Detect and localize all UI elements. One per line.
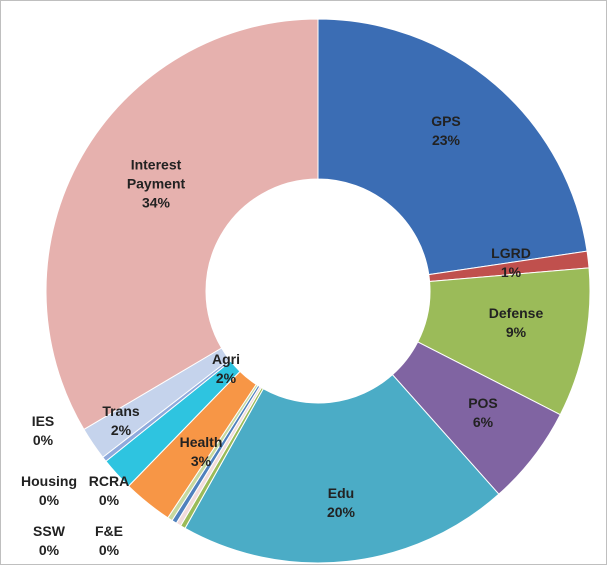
slice-name: Trans — [102, 403, 140, 419]
slice-name: SSW — [33, 523, 65, 539]
slice-value: 23% — [431, 132, 461, 148]
slice-value: 0% — [98, 492, 120, 508]
slice-value: 2% — [110, 422, 132, 438]
slice-label: Edu 20% — [311, 484, 371, 522]
slice-name: POS — [468, 395, 498, 411]
slice-label: Housing 0% — [14, 472, 84, 510]
slice-label: RCRA 0% — [84, 472, 134, 510]
slice-value: 9% — [505, 324, 527, 340]
slice-value: 0% — [38, 542, 60, 558]
slice-label: Defense 9% — [476, 304, 556, 342]
slice-label: SSW 0% — [24, 522, 74, 560]
slice-name: IES — [31, 413, 55, 429]
slice-name: Interest Payment — [126, 156, 186, 192]
slice-name: Edu — [327, 485, 355, 501]
slice-label: POS 6% — [453, 394, 513, 432]
slice-name: Housing — [21, 473, 77, 489]
slice-name: LGRD — [491, 245, 531, 261]
slice-label: F&E 0% — [84, 522, 134, 560]
slice-value: 0% — [98, 542, 120, 558]
slice-label: Interest Payment 34% — [111, 156, 201, 213]
slice-label: LGRD 1% — [481, 244, 541, 282]
slice-label: GPS 23% — [416, 112, 476, 150]
slice-name: F&E — [95, 523, 123, 539]
slice-label: IES 0% — [18, 412, 68, 450]
donut-slice — [45, 18, 319, 431]
slice-name: Defense — [488, 305, 544, 321]
slice-value: 2% — [215, 370, 237, 386]
slice-value: 6% — [472, 414, 494, 430]
slice-label: Health 3% — [166, 433, 236, 471]
slice-label: Agri 2% — [201, 350, 251, 388]
slice-name: GPS — [431, 113, 461, 129]
slice-value: 3% — [190, 453, 212, 469]
slice-value: 0% — [38, 492, 60, 508]
slice-value: 1% — [500, 264, 522, 280]
slice-value: 20% — [326, 504, 356, 520]
slice-label: Trans 2% — [96, 402, 146, 440]
slice-name: Health — [179, 434, 223, 450]
slice-name: Agri — [212, 351, 240, 367]
donut-slice — [317, 18, 588, 276]
slice-value: 34% — [141, 194, 171, 211]
slice-value: 0% — [32, 432, 54, 448]
donut-slice — [184, 373, 500, 564]
slice-name: RCRA — [88, 473, 130, 489]
